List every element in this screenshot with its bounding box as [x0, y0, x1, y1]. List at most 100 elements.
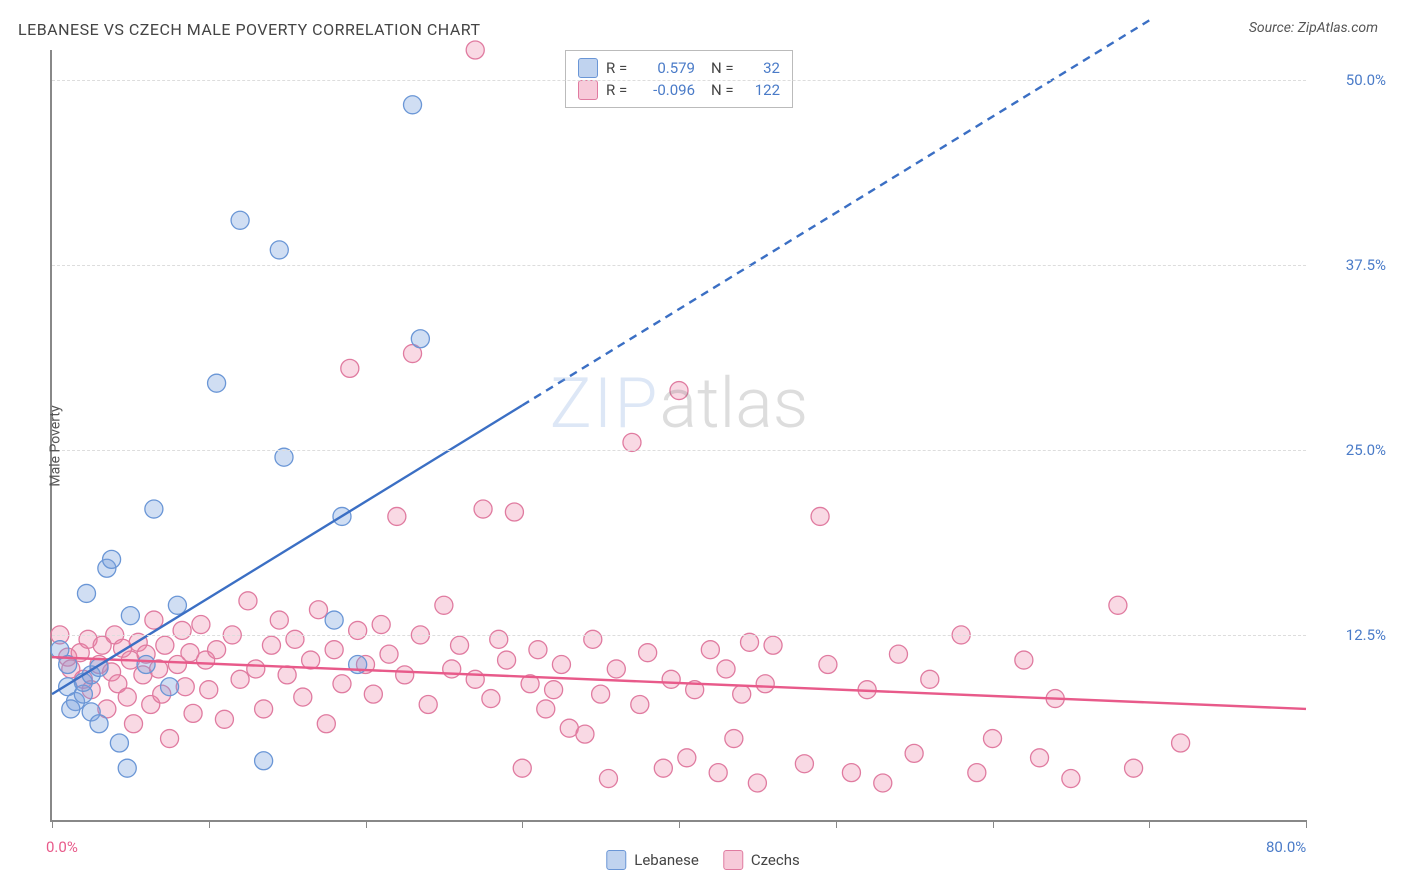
correlation-legend-row-lebanese: R = 0.579 N = 32: [578, 57, 780, 79]
scatter-point-czechs: [372, 616, 390, 634]
scatter-point-czechs: [173, 621, 191, 639]
scatter-point-czechs: [1030, 749, 1048, 767]
scatter-point-lebanese: [270, 241, 288, 259]
scatter-point-czechs: [466, 670, 484, 688]
scatter-point-lebanese: [168, 596, 186, 614]
scatter-point-lebanese: [118, 759, 136, 777]
scatter-point-lebanese: [208, 374, 226, 392]
scatter-point-czechs: [364, 685, 382, 703]
scatter-point-lebanese: [103, 550, 121, 568]
scatter-point-czechs: [968, 764, 986, 782]
scatter-point-lebanese: [62, 700, 80, 718]
scatter-point-czechs: [294, 688, 312, 706]
scatter-point-lebanese: [90, 715, 108, 733]
scatter-point-czechs: [905, 744, 923, 762]
scatter-point-czechs: [466, 41, 484, 59]
scatter-point-czechs: [874, 774, 892, 792]
scatter-point-czechs: [341, 359, 359, 377]
y-tick-label: 50.0%: [1316, 71, 1386, 89]
chart-title: LEBANESE VS CZECH MALE POVERTY CORRELATI…: [18, 20, 481, 39]
x-tick-mark: [1306, 820, 1307, 828]
legend-swatch-pink: [723, 850, 743, 870]
scatter-point-czechs: [748, 774, 766, 792]
scatter-point-czechs: [529, 641, 547, 659]
scatter-point-czechs: [552, 656, 570, 674]
scatter-point-czechs: [607, 660, 625, 678]
scatter-point-czechs: [733, 685, 751, 703]
scatter-point-lebanese: [77, 584, 95, 602]
scatter-point-czechs: [1062, 770, 1080, 788]
scatter-point-czechs: [576, 725, 594, 743]
scatter-point-czechs: [388, 507, 406, 525]
x-tick-mark: [836, 820, 837, 828]
scatter-point-lebanese: [145, 500, 163, 518]
scatter-point-czechs: [701, 641, 719, 659]
scatter-point-czechs: [811, 507, 829, 525]
chart-plot-area: ZIPatlas R = 0.579 N = 32 R = -0.096 N =…: [50, 50, 1306, 822]
series-legend-label: Czechs: [751, 851, 800, 869]
scatter-point-czechs: [396, 666, 414, 684]
scatter-point-czechs: [921, 670, 939, 688]
y-tick-label: 12.5%: [1316, 626, 1386, 644]
y-tick-label: 37.5%: [1316, 256, 1386, 274]
scatter-point-lebanese: [403, 96, 421, 114]
gridline-horizontal: [52, 265, 1306, 266]
scatter-point-czechs: [654, 759, 672, 777]
scatter-point-czechs: [725, 730, 743, 748]
scatter-point-czechs: [435, 596, 453, 614]
scatter-point-czechs: [756, 675, 774, 693]
scatter-point-czechs: [278, 666, 296, 684]
scatter-point-lebanese: [231, 211, 249, 229]
legend-N-value-czechs: 122: [745, 81, 780, 99]
scatter-point-czechs: [889, 645, 907, 663]
source-attribution: Source: ZipAtlas.com: [1249, 20, 1378, 36]
scatter-point-czechs: [631, 695, 649, 713]
scatter-point-czechs: [764, 636, 782, 654]
scatter-point-czechs: [1172, 734, 1190, 752]
scatter-point-czechs: [161, 730, 179, 748]
scatter-point-czechs: [474, 500, 492, 518]
scatter-point-czechs: [419, 695, 437, 713]
scatter-point-czechs: [247, 660, 265, 678]
scatter-plot-svg: [52, 50, 1306, 820]
scatter-point-czechs: [200, 681, 218, 699]
scatter-point-czechs: [325, 641, 343, 659]
scatter-point-czechs: [1109, 596, 1127, 614]
legend-N-value-lebanese: 32: [745, 59, 780, 77]
scatter-point-czechs: [592, 685, 610, 703]
scatter-point-czechs: [819, 656, 837, 674]
legend-swatch-pink: [578, 80, 598, 100]
scatter-point-czechs: [537, 700, 555, 718]
scatter-point-czechs: [490, 630, 508, 648]
legend-swatch-blue: [578, 58, 598, 78]
scatter-point-czechs: [678, 749, 696, 767]
scatter-point-czechs: [262, 636, 280, 654]
scatter-point-czechs: [670, 382, 688, 400]
scatter-point-lebanese: [121, 607, 139, 625]
scatter-point-czechs: [482, 690, 500, 708]
scatter-point-lebanese: [275, 448, 293, 466]
scatter-point-czechs: [349, 621, 367, 639]
scatter-point-czechs: [709, 764, 727, 782]
legend-R-label: R =: [606, 81, 634, 99]
scatter-point-czechs: [192, 616, 210, 634]
scatter-point-czechs: [741, 633, 759, 651]
x-tick-mark: [993, 820, 994, 828]
scatter-point-czechs: [208, 641, 226, 659]
scatter-point-czechs: [118, 688, 136, 706]
scatter-point-czechs: [380, 645, 398, 663]
x-tick-mark: [1149, 820, 1150, 828]
scatter-point-czechs: [498, 651, 516, 669]
scatter-point-czechs: [443, 660, 461, 678]
scatter-point-czechs: [842, 764, 860, 782]
scatter-point-lebanese: [411, 330, 429, 348]
series-legend-czechs: Czechs: [723, 850, 800, 870]
scatter-point-czechs: [124, 715, 142, 733]
x-tick-mark: [209, 820, 210, 828]
gridline-horizontal: [52, 450, 1306, 451]
scatter-point-czechs: [623, 433, 641, 451]
y-axis-label: Male Poverty: [48, 405, 64, 486]
scatter-point-czechs: [270, 611, 288, 629]
legend-N-label: N =: [711, 81, 739, 99]
scatter-point-czechs: [317, 715, 335, 733]
